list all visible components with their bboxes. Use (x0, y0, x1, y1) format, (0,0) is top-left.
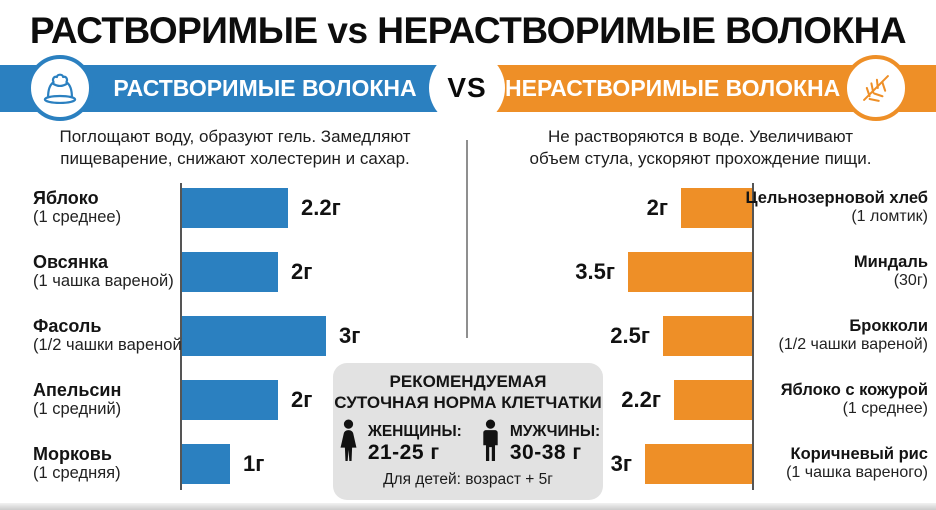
chart-row: 3.5г (500, 252, 752, 292)
food-name: Яблоко (33, 188, 99, 209)
fiber-bar (645, 444, 752, 484)
fiber-bar (182, 188, 288, 228)
children-note: Для детей: возраст + 5г (383, 471, 553, 489)
chart-row: 2.5г (500, 316, 752, 356)
page-title: РАСТВОРИМЫЕ vs НЕРАСТВОРИМЫЕ ВОЛОКНА (29, 10, 907, 51)
fiber-bar (182, 380, 278, 420)
women-value: 21-25 г (367, 440, 440, 464)
food-name: Брокколи (849, 317, 928, 336)
bottom-edge (0, 503, 936, 510)
recommendation-title: РЕКОМЕНДУЕМАЯ СУТОЧНАЯ НОРМА КЛЕТЧАТКИ (333, 372, 603, 413)
food-portion: (1 ломтик) (851, 207, 928, 225)
food-name: Апельсин (33, 380, 122, 401)
value-label: 2г (646, 195, 668, 220)
insoluble-description: Не растворяются в воде. Увеличивают объе… (529, 127, 872, 168)
food-name: Коричневый рис (790, 445, 928, 464)
fiber-bar (628, 252, 752, 292)
woman-icon (340, 420, 357, 462)
chart-row: 2г (182, 380, 452, 420)
chart-row: 2г (500, 188, 752, 228)
food-label: Коричневый рис (1 чашка вареного) (758, 442, 928, 486)
food-portion: (30г) (893, 271, 928, 289)
chart-row: 2г (182, 252, 452, 292)
food-portion: (1 чашка вареного) (786, 463, 928, 481)
food-label: Яблоко с кожурой (1 среднее) (758, 378, 928, 422)
men-value: 30-38 г (509, 440, 582, 464)
value-label: 2г (291, 387, 313, 412)
food-label: Апельсин (1 средний) (33, 378, 181, 422)
food-portion: (1 чашка вареной) (33, 272, 174, 291)
value-label: 2.2г (621, 387, 661, 412)
fiber-bar (674, 380, 752, 420)
soluble-chart-axis (180, 183, 182, 490)
food-label: Фасоль (1/2 чашки вареной) (33, 314, 187, 358)
food-label: Овсянка (1 чашка вареной) (33, 250, 181, 294)
women-label: ЖЕНЩИНЫ: (367, 423, 462, 441)
soluble-description: Поглощают воду, образуют гель. Замедляют… (59, 127, 411, 168)
chart-row: 1г (182, 444, 452, 484)
chart-row: 2.2г (500, 380, 752, 420)
recommendation-title-line1: РЕКОМЕНДУЕМАЯ (389, 372, 547, 391)
wheat-icon (843, 55, 909, 121)
fiber-bar (681, 188, 752, 228)
women-text: ЖЕНЩИНЫ: 21-25 г (368, 423, 462, 464)
women-group: ЖЕНЩИНЫ: 21-25 г (336, 419, 462, 467)
food-label: Миндаль (30г) (758, 250, 928, 294)
fiber-bar (182, 444, 230, 484)
food-label: Брокколи (1/2 чашки вареной) (758, 314, 928, 358)
food-label: Морковь (1 средняя) (33, 442, 181, 486)
value-label: 3г (610, 451, 632, 476)
food-name: Цельнозерновой хлеб (745, 189, 929, 208)
chart-row: 3г (182, 316, 452, 356)
men-text: МУЖЧИНЫ: 30-38 г (510, 423, 600, 464)
daily-norm-row: ЖЕНЩИНЫ: 21-25 г МУЖЧИНЫ: 30-38 г (333, 419, 603, 467)
food-label: Цельнозерновой хлеб (1 ломтик) (746, 186, 929, 230)
insoluble-banner-label: НЕРАСТВОРИМЫЕ ВОЛОКНА (505, 75, 841, 101)
food-portion: (1 средняя) (33, 464, 121, 483)
food-portion: (1 средний) (33, 400, 122, 419)
man-icon (483, 420, 498, 462)
vs-badge: VS (429, 50, 505, 126)
insoluble-chart-axis (752, 183, 754, 490)
food-name: Морковь (33, 444, 112, 465)
value-label: 3.5г (575, 259, 615, 284)
food-name: Фасоль (33, 316, 102, 337)
men-label: МУЖЧИНЫ: (509, 423, 601, 441)
fiber-bar (663, 316, 752, 356)
jelly-icon (27, 55, 93, 121)
men-group: МУЖЧИНЫ: 30-38 г (478, 419, 600, 467)
food-portion: (1 среднее) (33, 208, 122, 227)
chart-row: 3г (500, 444, 752, 484)
value-label: 2.2г (301, 195, 341, 220)
vs-label: VS (447, 72, 487, 103)
fiber-bar (182, 252, 278, 292)
food-name: Овсянка (33, 252, 109, 273)
value-label: 3г (339, 323, 361, 348)
recommendation-title-line2: СУТОЧНАЯ НОРМА КЛЕТЧАТКИ (334, 392, 602, 412)
food-label: Яблоко (1 среднее) (33, 186, 181, 230)
food-name: Яблоко с кожурой (780, 381, 928, 400)
value-label: 2г (291, 259, 313, 284)
chart-row: 2.2г (182, 188, 452, 228)
soluble-banner-label: РАСТВОРИМЫЕ ВОЛОКНА (113, 75, 417, 101)
food-portion: (1/2 чашки вареной) (33, 336, 188, 355)
value-label: 1г (243, 451, 265, 476)
fiber-bar (182, 316, 326, 356)
food-portion: (1 среднее) (842, 399, 928, 417)
recommendation-card: РЕКОМЕНДУЕМАЯ СУТОЧНАЯ НОРМА КЛЕТЧАТКИ Ж… (333, 363, 603, 500)
food-name: Миндаль (853, 253, 928, 272)
food-portion: (1/2 чашки вареной) (778, 335, 928, 353)
value-label: 2.5г (610, 323, 650, 348)
center-divider (466, 140, 468, 338)
